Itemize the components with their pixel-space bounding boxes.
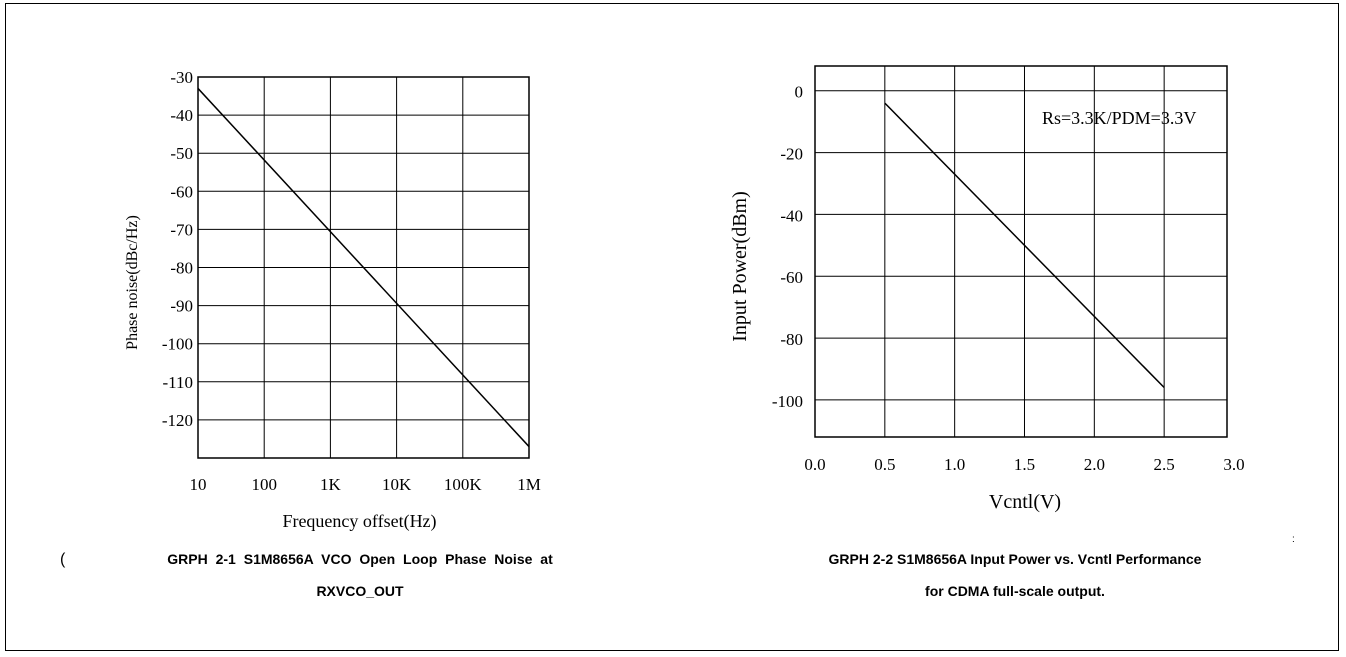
chart2-caption-line1: GRPH 2-2 S1M8656A Input Power vs. Vcntl … <box>828 551 1202 567</box>
chart1-y-tick-label: -120 <box>162 411 193 430</box>
chart1-y-tick-label: -50 <box>170 144 193 163</box>
chart2-x-tick-label: 2.0 <box>1084 455 1105 474</box>
chart2-y-tick-label: 0 <box>795 83 804 102</box>
chart2-annotation: Rs=3.3K/PDM=3.3V <box>1042 108 1196 128</box>
chart1-y-tick-label: -100 <box>162 335 193 354</box>
chart1-y-tick-label: -60 <box>170 182 193 201</box>
chart2-series-line <box>884 102 1165 389</box>
chart1-y-tick-label: -90 <box>170 297 193 316</box>
chart1-x-tick-label: 1M <box>517 475 541 494</box>
chart1-series-line <box>197 87 530 448</box>
chart2-y-tick-label: -100 <box>772 392 803 411</box>
chart1-x-tick-label: 100K <box>444 475 483 494</box>
chart2-x-tick-label: 1.5 <box>1014 455 1035 474</box>
chart1-caption-line1: GRPH 2-1 S1M8656A VCO Open Loop Phase No… <box>167 551 553 567</box>
chart1-x-tick-label: 100 <box>251 475 277 494</box>
chart2-y-tick-label: -20 <box>780 145 803 164</box>
chart2-y-axis-label: Input Power(dBm) <box>729 191 751 342</box>
chart1-caption-line2: RXVCO_OUT <box>316 583 404 599</box>
chart1-x-axis-label: Frequency offset(Hz) <box>282 511 436 532</box>
chart2-x-tick-label: 0.0 <box>804 455 825 474</box>
chart2-y-tick-label: -60 <box>780 268 803 287</box>
chart1-y-tick-label: -70 <box>170 220 193 239</box>
chart1-caption-mark: ( <box>60 551 66 568</box>
chart1-y-tick-label: -40 <box>170 106 193 125</box>
chart1-y-tick-label: -110 <box>162 373 193 392</box>
chart1-y-tick-label: -80 <box>170 259 193 278</box>
chart1-y-axis-label: Phase noise(dBc/Hz) <box>124 215 141 350</box>
chart2-x-tick-label: 2.5 <box>1154 455 1175 474</box>
chart1-x-tick-label: 10 <box>190 475 207 494</box>
chart2-y-tick-label: -80 <box>780 330 803 349</box>
chart2-caption-line2: for CDMA full-scale output. <box>925 583 1105 599</box>
chart1-x-tick-label: 1K <box>320 475 342 494</box>
page-frame <box>5 3 1339 651</box>
chart1-plot-frame <box>197 76 530 459</box>
chart2-x-tick-label: 0.5 <box>874 455 895 474</box>
chart2-caption-mark: : <box>1292 534 1295 545</box>
chart1-y-tick-label: -30 <box>170 68 193 87</box>
chart2-x-tick-label: 3.0 <box>1223 455 1244 474</box>
chart2-x-tick-label: 1.0 <box>944 455 965 474</box>
chart2-y-tick-label: -40 <box>780 206 803 225</box>
chart2-plot-frame <box>814 65 1228 438</box>
chart2-x-axis-label: Vcntl(V) <box>989 491 1061 513</box>
chart1-x-tick-label: 10K <box>382 475 412 494</box>
